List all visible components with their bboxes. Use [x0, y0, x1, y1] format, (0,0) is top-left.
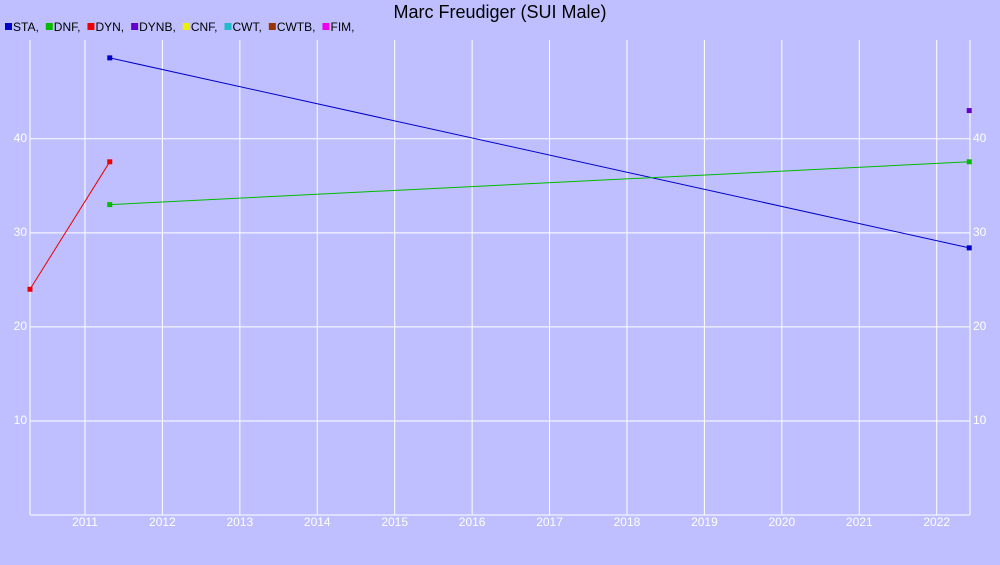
- x-tick-label: 2015: [381, 515, 408, 529]
- legend-label: CNF,: [191, 20, 218, 34]
- series-line: [29, 161, 111, 290]
- data-point: [966, 159, 972, 165]
- legend-label: DYNB,: [139, 20, 176, 34]
- x-tick-label: 2022: [923, 515, 950, 529]
- data-point: [966, 108, 972, 114]
- y-tick-label: 30: [973, 225, 987, 239]
- legend-label: STA,: [13, 20, 39, 34]
- x-tick-label: 2020: [768, 515, 795, 529]
- legend-swatch: [182, 23, 190, 30]
- x-tick-label: 2018: [614, 515, 641, 529]
- legend-label: CWT,: [232, 20, 261, 34]
- x-tick-label: 2017: [536, 515, 563, 529]
- legend-label: DYN,: [95, 20, 124, 34]
- y-tick-label: 20: [973, 319, 987, 333]
- legend-swatch: [45, 23, 53, 30]
- y-tick-label: 20: [14, 319, 28, 333]
- legend-swatch: [87, 23, 95, 30]
- x-tick-label: 2012: [149, 515, 176, 529]
- legend-label: CWTB,: [277, 20, 316, 34]
- x-tick-label: 2013: [226, 515, 253, 529]
- x-tick-label: 2021: [846, 515, 873, 529]
- data-point: [27, 286, 33, 292]
- legend-label: FIM,: [330, 20, 354, 34]
- data-point: [107, 202, 113, 208]
- y-tick-label: 10: [14, 413, 28, 427]
- x-tick-label: 2014: [304, 515, 331, 529]
- x-tick-label: 2016: [459, 515, 486, 529]
- legend-swatch: [224, 23, 232, 30]
- data-point: [107, 159, 113, 165]
- legend-swatch: [322, 23, 330, 30]
- legend-label: DNF,: [54, 20, 81, 34]
- legend-swatch: [268, 23, 276, 30]
- chart-title: Marc Freudiger (SUI Male): [393, 2, 606, 22]
- legend-swatch: [131, 23, 139, 30]
- data-point: [966, 245, 972, 251]
- data-point: [107, 55, 113, 61]
- legend-swatch: [5, 23, 12, 30]
- y-tick-label: 40: [14, 131, 28, 145]
- x-tick-label: 2011: [72, 515, 98, 529]
- y-tick-label: 30: [14, 225, 28, 239]
- series-line: [109, 161, 970, 206]
- series-line: [109, 57, 970, 249]
- y-tick-label: 40: [973, 131, 987, 145]
- y-tick-label: 10: [973, 413, 987, 427]
- x-tick-label: 2019: [691, 515, 718, 529]
